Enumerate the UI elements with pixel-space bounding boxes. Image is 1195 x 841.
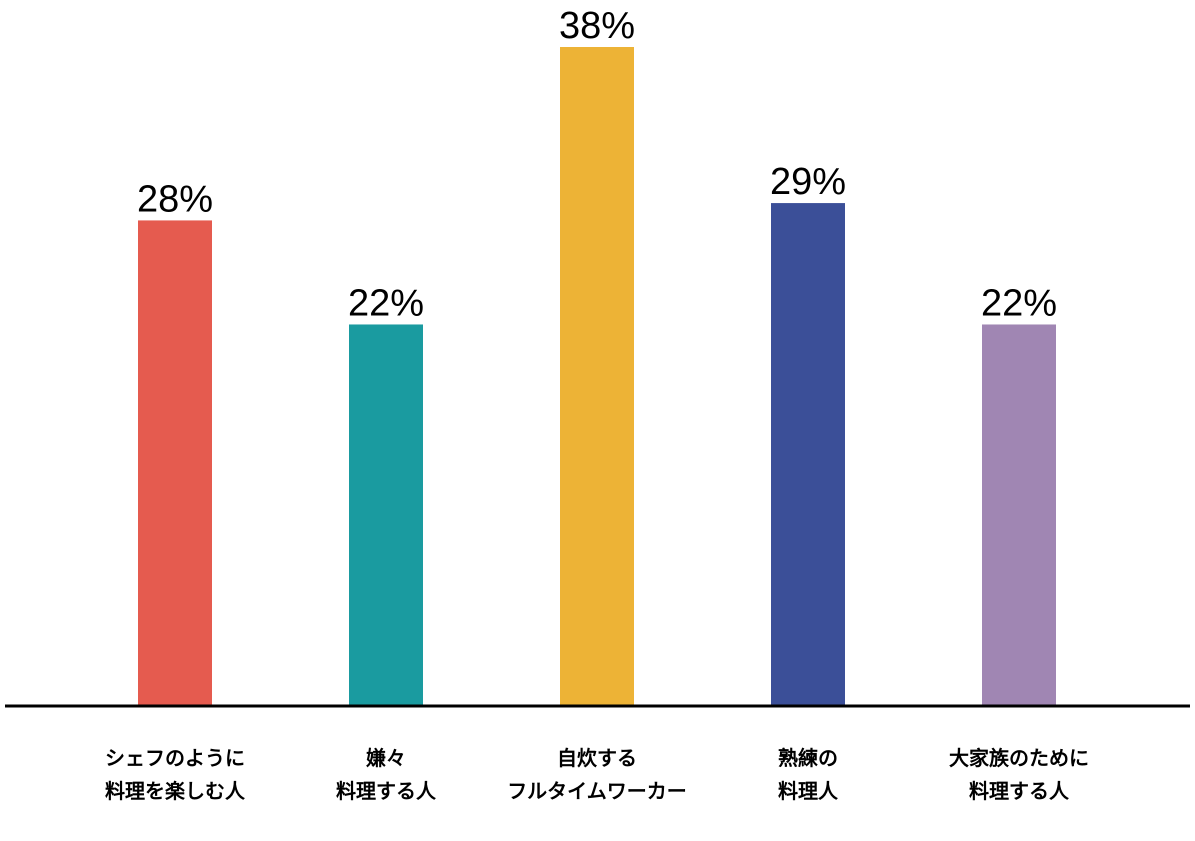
category-label-5: 大家族のために料理する人	[949, 746, 1089, 803]
bar-5	[982, 324, 1056, 706]
category-label-4: 熟練の料理人	[778, 746, 839, 803]
category-label-5-line-1: 大家族のために	[949, 746, 1089, 770]
category-label-3: 自炊するフルタイムワーカー	[507, 746, 687, 803]
category-label-1-line-2: 料理を楽しむ人	[105, 779, 246, 803]
category-label-2: 嫌々料理する人	[336, 746, 437, 803]
category-label-2-line-1: 嫌々	[366, 746, 406, 770]
category-label-2-line-2: 料理する人	[336, 779, 437, 803]
value-label-3: 38%	[559, 5, 635, 47]
category-label-3-line-2: フルタイムワーカー	[507, 779, 687, 803]
bar-1	[138, 220, 212, 706]
value-labels-group: 28% 22% 38% 29% 22%	[137, 5, 1057, 324]
category-label-1-line-1: シェフのように	[105, 746, 245, 770]
bars-group	[138, 47, 1056, 706]
category-label-4-line-1: 熟練の	[778, 746, 838, 770]
value-label-5: 22%	[981, 282, 1057, 324]
bar-4	[771, 203, 845, 706]
value-label-2: 22%	[348, 282, 424, 324]
category-label-1: シェフのように料理を楽しむ人	[105, 746, 246, 803]
category-label-4-line-2: 料理人	[778, 779, 839, 803]
category-labels-group: シェフのように料理を楽しむ人 嫌々料理する人 自炊するフルタイムワーカー 熟練の料理人…	[105, 746, 1089, 803]
value-label-1: 28%	[137, 178, 213, 220]
category-label-5-line-2: 料理する人	[969, 779, 1070, 803]
bar-2	[349, 324, 423, 706]
category-label-3-line-1: 自炊する	[557, 746, 637, 770]
bar-3	[560, 47, 634, 706]
value-label-4: 29%	[770, 161, 846, 203]
